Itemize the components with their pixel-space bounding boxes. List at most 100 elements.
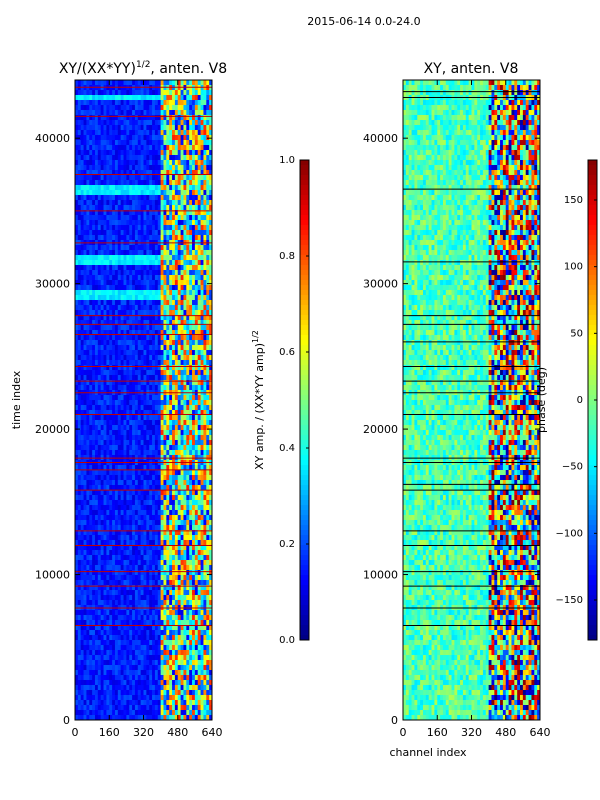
heatmap-cell — [140, 360, 144, 366]
heatmap-cell — [183, 285, 187, 291]
heatmap-cell — [134, 130, 139, 136]
heatmap-cell — [123, 95, 127, 101]
heatmap-cell — [174, 220, 179, 226]
heatmap-cell — [86, 215, 90, 221]
heatmap-cell — [160, 500, 164, 506]
heatmap-cell — [203, 450, 207, 456]
heatmap-cell — [209, 100, 213, 106]
heatmap-cell — [154, 135, 159, 141]
heatmap-cell — [140, 535, 144, 541]
heatmap-cell — [140, 570, 144, 576]
heatmap-cell — [97, 575, 102, 581]
heatmap-cell — [92, 475, 96, 481]
heatmap-cell — [89, 155, 93, 161]
heatmap-cell — [94, 430, 99, 436]
heatmap-cell — [177, 295, 181, 301]
heatmap-cell — [172, 360, 176, 366]
heatmap-cell — [77, 425, 82, 431]
heatmap-cell — [137, 230, 142, 236]
heatmap-cell — [152, 345, 156, 351]
heatmap-cell — [140, 435, 144, 441]
heatmap-cell — [103, 495, 107, 501]
heatmap-cell — [106, 540, 110, 546]
heatmap-cell — [120, 500, 124, 506]
heatmap-cell — [189, 230, 193, 236]
heatmap-cell — [77, 285, 82, 291]
heatmap-cell — [103, 385, 107, 391]
heatmap-cell — [146, 590, 150, 596]
heatmap-cell — [194, 270, 199, 276]
heatmap-cell — [106, 515, 110, 521]
heatmap-cell — [77, 120, 82, 126]
heatmap-cell — [80, 250, 84, 256]
heatmap-cell — [117, 540, 122, 546]
heatmap-cell — [206, 90, 210, 96]
heatmap-cell — [92, 530, 96, 536]
heatmap-cell — [160, 350, 164, 356]
heatmap-cell — [166, 135, 170, 141]
heatmap-cell — [114, 115, 119, 121]
heatmap-cell — [140, 445, 144, 451]
heatmap-cell — [129, 285, 133, 291]
heatmap-cell — [106, 545, 110, 551]
heatmap-cell — [203, 485, 207, 491]
heatmap-cell — [120, 145, 124, 151]
heatmap-cell — [169, 170, 173, 176]
heatmap-cell — [143, 355, 147, 361]
heatmap-cell — [77, 590, 82, 596]
heatmap-cell — [106, 315, 110, 321]
heatmap-cell — [75, 325, 79, 331]
heatmap-cell — [163, 145, 167, 151]
heatmap-cell — [126, 420, 130, 426]
heatmap-cell — [94, 400, 99, 406]
heatmap-cell — [132, 480, 136, 486]
heatmap-cell — [134, 270, 139, 276]
heatmap-cell — [197, 315, 201, 321]
heatmap-cell — [209, 120, 213, 126]
heatmap-cell — [183, 555, 187, 561]
heatmap-cell — [152, 425, 156, 431]
heatmap-cell — [203, 250, 207, 256]
heatmap-cell — [89, 520, 93, 526]
heatmap-cell — [120, 110, 124, 116]
heatmap-cell — [83, 235, 87, 241]
heatmap-cell — [154, 325, 159, 331]
heatmap-cell — [75, 440, 79, 446]
heatmap-cell — [134, 180, 139, 186]
heatmap-cell — [177, 485, 181, 491]
heatmap-cell — [180, 330, 184, 336]
heatmap-cell — [183, 480, 187, 486]
heatmap-cell — [86, 225, 90, 231]
heatmap-cell — [180, 185, 184, 191]
heatmap-cell — [103, 280, 107, 286]
heatmap-cell — [166, 505, 170, 511]
heatmap-cell — [100, 280, 104, 286]
heatmap-cell — [114, 420, 119, 426]
heatmap-cell — [106, 260, 110, 266]
heatmap-cell — [166, 520, 170, 526]
heatmap-cell — [77, 480, 82, 486]
heatmap-cell — [106, 530, 110, 536]
heatmap-cell — [203, 395, 207, 401]
heatmap-cell — [174, 445, 179, 451]
heatmap-cell — [186, 425, 190, 431]
heatmap-cell — [152, 340, 156, 346]
heatmap-cell — [123, 185, 127, 191]
heatmap-cell — [106, 555, 110, 561]
heatmap-cell — [112, 430, 116, 436]
heatmap-cell — [120, 570, 124, 576]
heatmap-cell — [137, 475, 142, 481]
heatmap-cell — [149, 580, 153, 586]
heatmap-cell — [83, 220, 87, 226]
heatmap-cell — [203, 425, 207, 431]
heatmap-cell — [114, 595, 119, 601]
heatmap-cell — [89, 560, 93, 566]
heatmap-cell — [180, 205, 184, 211]
heatmap-cell — [132, 365, 136, 371]
heatmap-cell — [192, 110, 196, 116]
heatmap-cell — [206, 375, 210, 381]
heatmap-cell — [197, 540, 201, 546]
heatmap-cell — [129, 355, 133, 361]
heatmap-cell — [197, 130, 201, 136]
heatmap-cell — [177, 315, 181, 321]
